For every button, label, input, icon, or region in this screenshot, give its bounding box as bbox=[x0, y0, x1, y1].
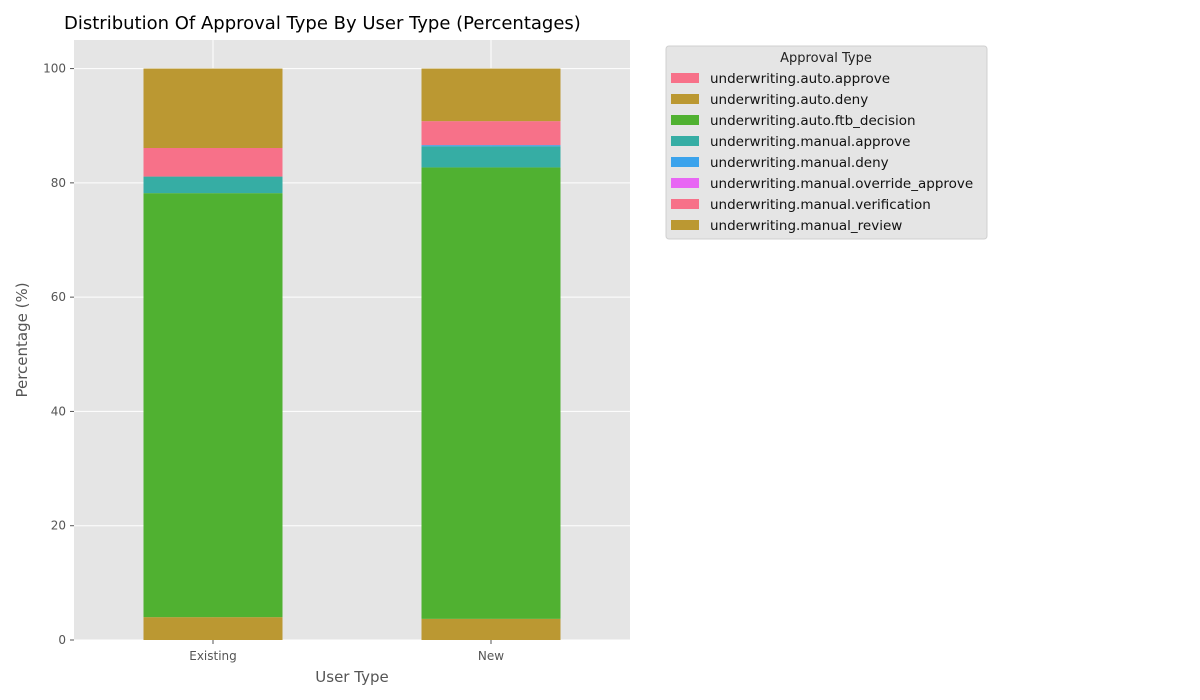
legend-swatch-2 bbox=[671, 115, 699, 125]
legend-label-4: underwriting.manual.deny bbox=[710, 155, 889, 171]
y-axis-ticks: 0 20 40 60 80 100 bbox=[43, 62, 74, 647]
legend-label-1: underwriting.auto.deny bbox=[710, 92, 868, 108]
x-axis-label: User Type bbox=[315, 668, 388, 686]
x-tick-label-0: Existing bbox=[189, 649, 237, 663]
chart-title: Distribution Of Approval Type By User Ty… bbox=[64, 13, 581, 34]
legend-swatch-5 bbox=[671, 178, 699, 188]
y-tick-label-2: 40 bbox=[51, 404, 66, 418]
bar-existing-underwriting-auto-deny bbox=[143, 617, 283, 640]
legend-label-5: underwriting.manual.override_approve bbox=[710, 176, 973, 192]
legend-swatch-4 bbox=[671, 157, 699, 167]
x-axis-ticks: Existing New bbox=[189, 640, 504, 663]
legend-title: Approval Type bbox=[780, 51, 872, 66]
bar-existing-underwriting-auto-ftb-decision bbox=[143, 193, 283, 618]
legend-swatch-7 bbox=[671, 220, 699, 230]
y-axis-label: Percentage (%) bbox=[13, 282, 31, 397]
legend-label-0: underwriting.auto.approve bbox=[710, 71, 890, 87]
bar-existing-underwriting-manual-review bbox=[143, 68, 283, 148]
y-tick-label-0: 0 bbox=[58, 633, 66, 647]
bar-new-underwriting-auto-ftb-decision bbox=[421, 167, 561, 619]
legend: Approval Type underwriting.auto.approveu… bbox=[665, 45, 988, 240]
bar-new-underwriting-manual-deny bbox=[421, 145, 561, 147]
y-tick-label-5: 100 bbox=[43, 62, 66, 76]
x-tick-label-1: New bbox=[478, 649, 504, 663]
legend-swatch-3 bbox=[671, 136, 699, 146]
legend-swatch-6 bbox=[671, 199, 699, 209]
legend-label-3: underwriting.manual.approve bbox=[710, 134, 910, 150]
bar-new-underwriting-manual-review bbox=[421, 68, 561, 122]
y-tick-label-3: 60 bbox=[51, 290, 66, 304]
bars bbox=[143, 68, 561, 640]
legend-swatch-0 bbox=[671, 73, 699, 83]
y-tick-label-4: 80 bbox=[51, 176, 66, 190]
bar-existing-underwriting-manual-verification bbox=[143, 148, 283, 177]
y-tick-label-1: 20 bbox=[51, 519, 66, 533]
legend-label-7: underwriting.manual_review bbox=[710, 218, 902, 234]
bar-existing-underwriting-manual-approve bbox=[143, 176, 283, 194]
bar-new-underwriting-manual-verification bbox=[421, 121, 561, 146]
legend-swatch-1 bbox=[671, 94, 699, 104]
legend-label-2: underwriting.auto.ftb_decision bbox=[710, 113, 916, 129]
bar-new-underwriting-manual-approve bbox=[421, 146, 561, 168]
bar-new-underwriting-auto-deny bbox=[421, 618, 561, 640]
legend-items: underwriting.auto.approve underwriting.au… bbox=[671, 71, 973, 234]
legend-label-6: underwriting.manual.verification bbox=[710, 197, 931, 213]
legend-box bbox=[665, 45, 988, 240]
